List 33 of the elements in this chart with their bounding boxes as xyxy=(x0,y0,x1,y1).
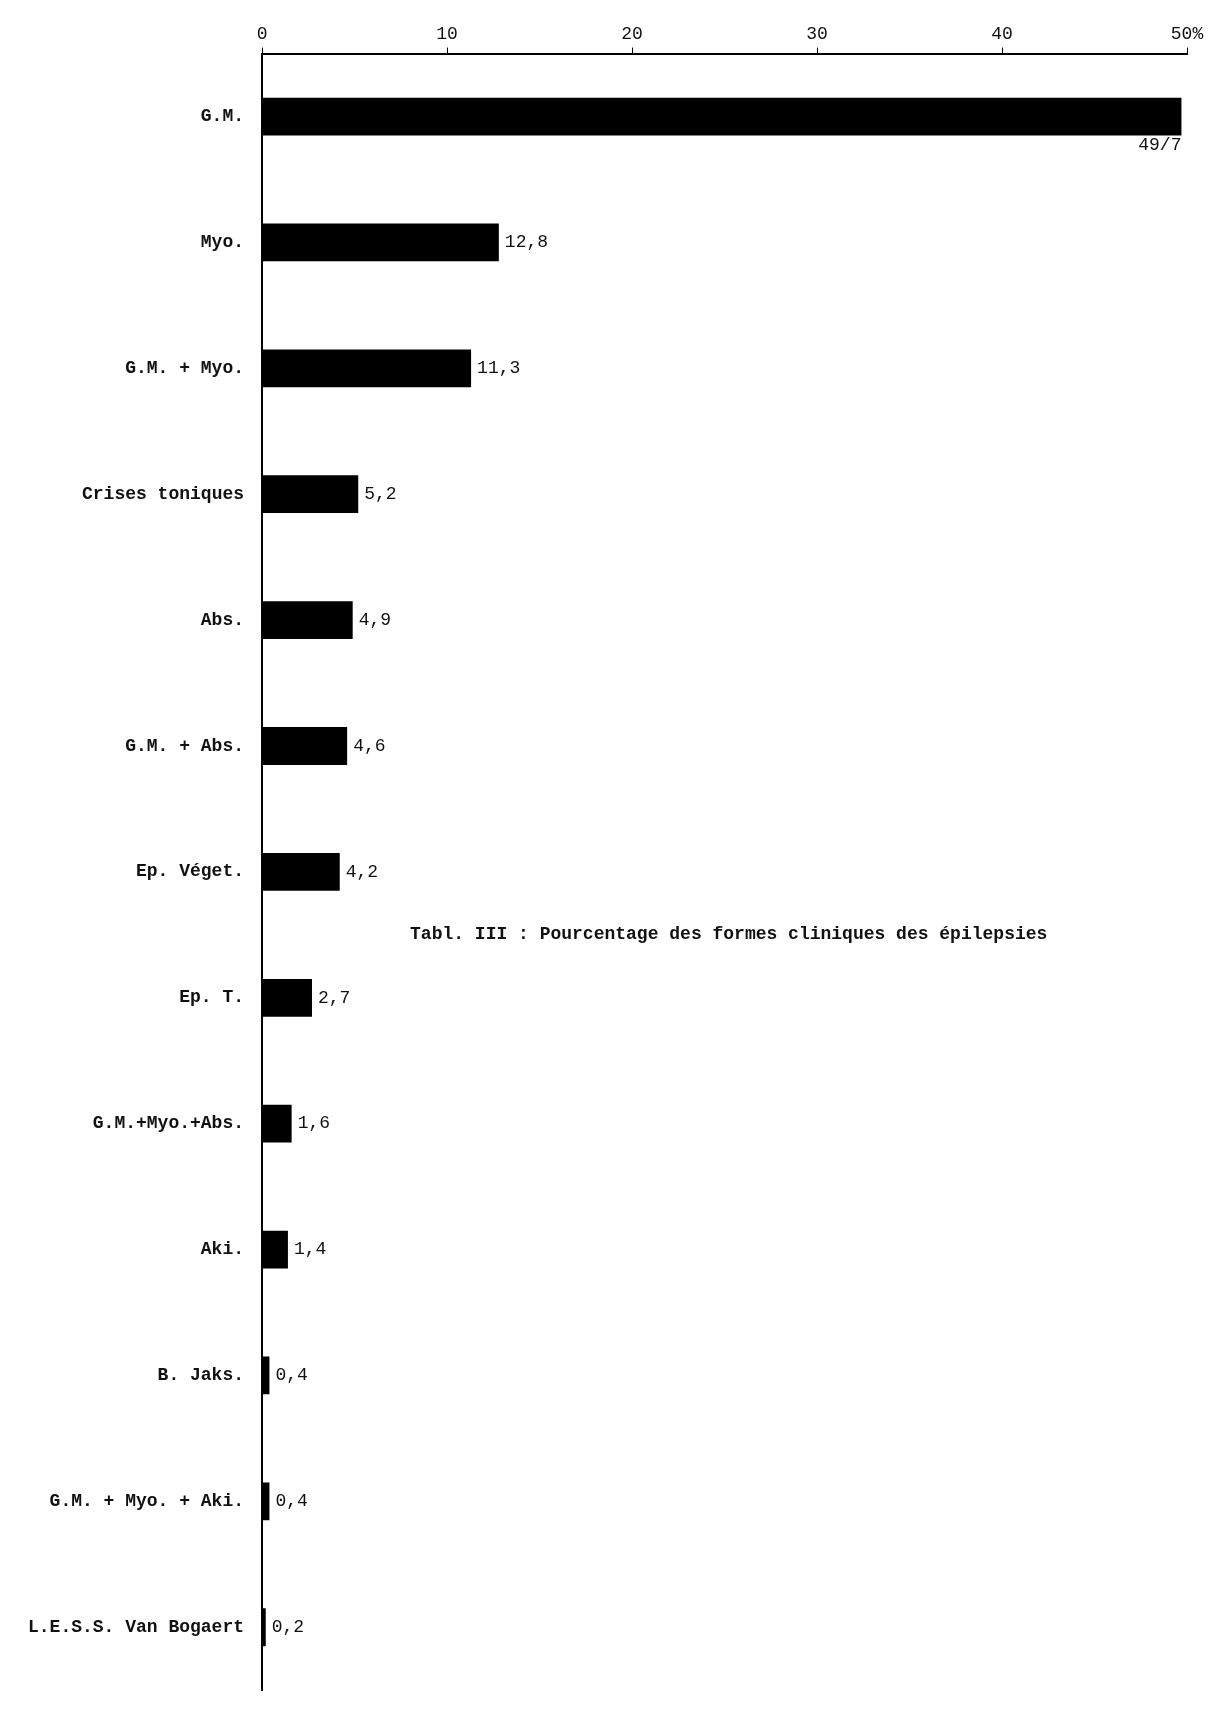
y-tick-label: G.M. xyxy=(200,106,245,127)
y-tick-label: G.M. + Abs. xyxy=(125,735,245,756)
y-tick-label: Crises toniques xyxy=(82,483,245,504)
x-tick-label: 20 xyxy=(621,23,643,44)
y-tick-label: G.M. + Myo. + Aki. xyxy=(49,1490,245,1511)
data-label: 1,4 xyxy=(293,1239,327,1260)
data-label: 12,8 xyxy=(504,232,549,253)
x-tick-label: 0 xyxy=(256,23,268,44)
data-label: 5,2 xyxy=(364,483,397,504)
y-tick-label: G.M.+Myo.+Abs. xyxy=(92,1113,245,1134)
data-label: 11,3 xyxy=(477,358,521,379)
data-label: 0,4 xyxy=(275,1365,308,1386)
x-tick-label: 40 xyxy=(991,23,1013,44)
x-tick-label: 50% xyxy=(1170,23,1204,44)
data-label: 49/7 xyxy=(1138,135,1182,156)
y-tick-label: L.E.S.S. Van Bogaert xyxy=(27,1616,245,1637)
y-tick-label: Aki. xyxy=(200,1239,245,1260)
data-label: 4,9 xyxy=(358,609,392,630)
data-label: 1,6 xyxy=(297,1113,331,1134)
data-label: 4,2 xyxy=(345,861,379,882)
data-label: 2,7 xyxy=(317,987,351,1008)
x-tick-label: 30 xyxy=(806,23,828,44)
y-tick-label: Myo. xyxy=(200,231,245,252)
data-label: 0,2 xyxy=(271,1617,305,1638)
y-tick-label: Ep. T. xyxy=(179,987,245,1008)
x-tick-label: 10 xyxy=(436,23,458,44)
y-tick-label: B. Jaks. xyxy=(157,1365,245,1385)
data-label: 4,6 xyxy=(353,735,386,756)
data-label: 0,4 xyxy=(275,1491,308,1512)
annotation: Tabl. III : Pourcentage des formes cliniques des épilepsies xyxy=(410,924,1048,945)
y-tick-label: Ep. Véget. xyxy=(136,861,245,882)
y-tick-label: G.M. + Myo. xyxy=(125,357,245,378)
y-tick-label: Abs. xyxy=(200,609,245,630)
